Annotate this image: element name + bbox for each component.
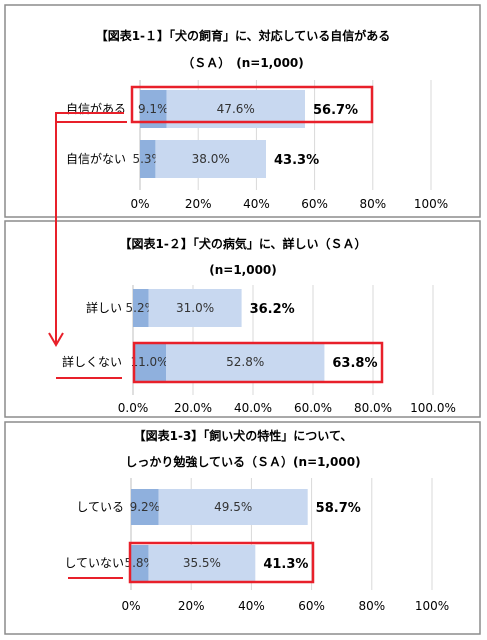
chart-panel-1: 【図表1-１】「犬の飼育」に、対応している自信がある （ＳＡ） (n=1,000)… (4, 4, 481, 218)
bar-segment (131, 489, 159, 525)
bar-segment (133, 289, 149, 327)
category-label: 自信がない (66, 151, 126, 166)
highlight-box (130, 85, 374, 124)
segment-label: 35.5% (183, 556, 221, 570)
highlight-box (128, 541, 315, 584)
segment-label: 31.0% (176, 301, 214, 315)
bar-segment (148, 289, 242, 327)
highlight-box (132, 341, 384, 384)
bar-segment (158, 489, 308, 525)
chart-title-line: (n=1,000) (209, 263, 277, 277)
segment-label: 5.2% (126, 301, 157, 315)
category-label: 詳しい (86, 300, 122, 315)
total-label: 41.3% (263, 557, 308, 572)
bar-segment (131, 545, 149, 581)
chart-title-line: （ＳＡ） (n=1,000) (182, 55, 304, 70)
arrow-head (48, 332, 64, 347)
x-tick-label: 60% (301, 197, 328, 211)
bar-segment (166, 343, 325, 381)
category-label: している (76, 500, 124, 514)
segment-label: 38.0% (192, 152, 230, 166)
bar-segment (133, 343, 166, 381)
chart-title-line: 【図表1-１】「犬の飼育」に、対応している自信がある (96, 28, 391, 43)
bar-segment (155, 140, 267, 178)
category-label: していない (64, 556, 124, 570)
x-tick-label: 0% (121, 599, 140, 613)
total-label: 56.7% (313, 103, 358, 118)
chart-panel-2: 【図表1-２】「犬の病気」に、詳しい（ＳＡ） (n=1,000) 0.0% 20.0%… (4, 220, 481, 418)
segment-label: 49.5% (214, 500, 252, 514)
x-tick-label: 100% (415, 599, 449, 613)
segment-label: 9.2% (130, 500, 161, 514)
total-label: 58.7% (316, 501, 361, 516)
segment-label: 5.3% (132, 152, 163, 166)
arrow-line (55, 112, 124, 344)
x-tick-label: 20% (185, 197, 212, 211)
x-tick-label: 100.0% (410, 401, 456, 415)
category-label: 詳しくない (62, 354, 122, 369)
x-tick-label: 60.0% (294, 401, 332, 415)
x-tick-label: 40.0% (234, 401, 272, 415)
x-tick-label: 60% (298, 599, 325, 613)
connector-arrow (48, 112, 124, 347)
x-tick-label: 100% (414, 197, 448, 211)
segment-label: 52.8% (226, 355, 264, 369)
x-tick-label: 20.0% (174, 401, 212, 415)
x-tick-label: 40% (243, 197, 270, 211)
bar-segment (148, 545, 256, 581)
x-tick-label: 40% (238, 599, 265, 613)
x-tick-label: 80.0% (354, 401, 392, 415)
chart-title-line: 【図表1-２】「犬の病気」に、詳しい（ＳＡ） (120, 236, 367, 251)
total-label: 36.2% (250, 302, 295, 317)
chart-panel-3: 【図表1-3】「飼い犬の特性」について、しっかり勉強している（ＳＡ）(n=1,0… (4, 421, 481, 635)
total-label: 63.8% (332, 356, 377, 371)
segment-label: 9.1% (138, 102, 169, 116)
x-tick-label: 0% (130, 197, 149, 211)
x-tick-label: 20% (178, 599, 205, 613)
x-tick-label: 80% (359, 197, 386, 211)
segment-label: 47.6% (217, 102, 255, 116)
x-tick-label: 0.0% (118, 401, 149, 415)
panel-frame (4, 421, 481, 635)
segment-label: 11.0% (130, 355, 168, 369)
bar-segment (140, 140, 156, 178)
chart-title-line: しっかり勉強している（ＳＡ）(n=1,000) (125, 454, 360, 469)
chart-title-line: 【図表1-3】「飼い犬の特性」について、 (134, 428, 353, 443)
x-tick-label: 80% (358, 599, 385, 613)
panel-frame (4, 220, 481, 418)
total-label: 43.3% (274, 153, 319, 168)
segment-label: 5.8% (124, 556, 155, 570)
